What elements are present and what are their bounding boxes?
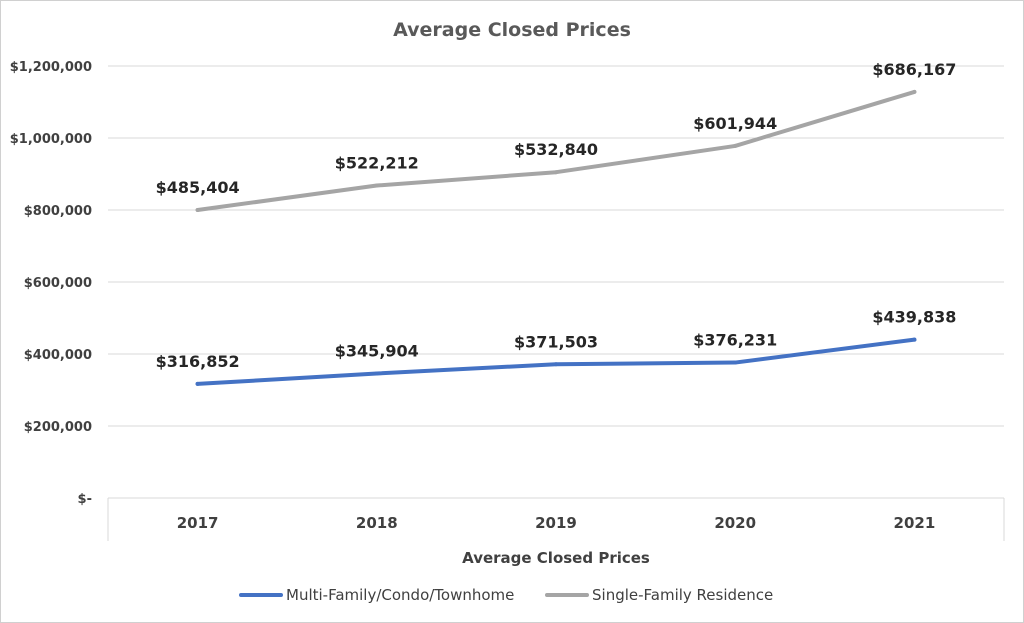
series-lines <box>195 89 917 386</box>
data-point <box>195 381 200 386</box>
data-label: $601,944 <box>693 114 777 133</box>
data-point <box>733 143 738 148</box>
data-point <box>733 360 738 365</box>
data-point <box>912 89 917 94</box>
gridlines <box>107 65 1005 541</box>
data-label: $532,840 <box>514 140 598 159</box>
y-tick-label: $200,000 <box>24 420 92 435</box>
data-point <box>374 371 379 376</box>
data-label: $686,167 <box>872 60 956 79</box>
data-point <box>554 170 558 175</box>
legend-label: Multi-Family/Condo/Townhome <box>286 586 514 604</box>
x-tick-label: 2018 <box>356 514 398 532</box>
data-point <box>195 208 200 212</box>
data-point <box>374 183 379 188</box>
y-tick-label: $600,000 <box>24 276 92 291</box>
data-label: $485,404 <box>156 178 240 197</box>
y-axis-ticks: $- $200,000 $400,000 $600,000 $800,000 $1,000… <box>10 60 92 507</box>
data-label: $439,838 <box>872 308 956 327</box>
data-point <box>554 362 558 367</box>
data-label: $371,503 <box>514 332 598 351</box>
x-tick-label: 2019 <box>535 514 577 532</box>
legend: Multi-Family/Condo/Townhome Single-Family… <box>239 586 773 604</box>
legend-label: Single-Family Residence <box>592 586 773 604</box>
data-labels: $316,852 $345,904 $371,503 $376,231 $439,838… <box>156 60 957 371</box>
x-tick-label: 2021 <box>894 514 936 532</box>
y-tick-label: $800,000 <box>24 204 92 219</box>
y-tick-label: $1,200,000 <box>10 60 92 75</box>
chart-title: Average Closed Prices <box>393 19 631 41</box>
data-label: $522,212 <box>335 154 419 173</box>
data-point <box>912 337 917 342</box>
x-axis-title: Average Closed Prices <box>462 549 650 567</box>
x-tick-label: 2017 <box>177 514 219 532</box>
data-label: $376,231 <box>693 331 777 350</box>
data-label: $316,852 <box>156 352 240 371</box>
x-tick-label: 2020 <box>714 514 756 532</box>
data-label: $345,904 <box>335 341 419 360</box>
y-tick-label: $400,000 <box>24 348 92 363</box>
x-axis-ticks: 2017 2018 2019 2020 2021 <box>177 514 936 532</box>
y-tick-label: $- <box>78 492 92 507</box>
y-tick-label: $1,000,000 <box>10 132 92 147</box>
